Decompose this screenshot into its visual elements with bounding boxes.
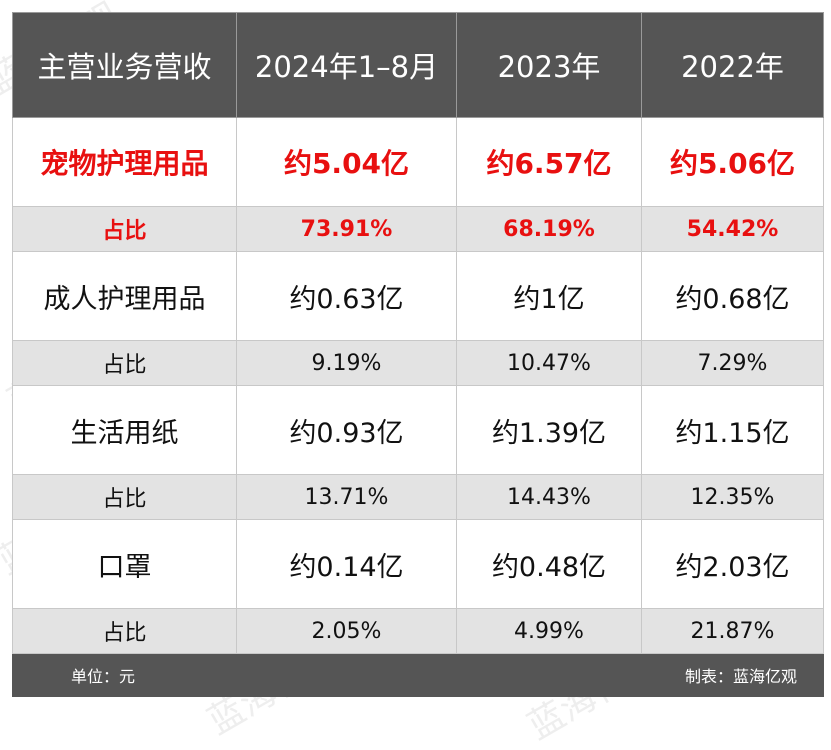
row-label: 生活用纸 <box>12 385 237 475</box>
row-label: 占比 <box>12 206 237 252</box>
table-row-tissue-paper: 生活用纸 约0.93亿 约1.39亿 约1.15亿 <box>12 385 824 475</box>
row-label: 占比 <box>12 474 237 520</box>
unit-note: 单位：元 <box>12 653 457 697</box>
source-note: 制表：蓝海亿观 <box>456 653 824 697</box>
table-row-adult-care-share: 占比 9.19% 10.47% 7.29% <box>12 340 824 386</box>
cell-2024: 约0.63亿 <box>236 251 457 341</box>
table-row-pet-care-share: 占比 73.91% 68.19% 54.42% <box>12 206 824 252</box>
cell-2022: 54.42% <box>641 206 824 252</box>
cell-2023: 68.19% <box>456 206 642 252</box>
table-row-masks-share: 占比 2.05% 4.99% 21.87% <box>12 608 824 654</box>
cell-2023: 4.99% <box>456 608 642 654</box>
cell-2023: 10.47% <box>456 340 642 386</box>
cell-2024: 9.19% <box>236 340 457 386</box>
cell-2024: 约5.04亿 <box>236 117 457 207</box>
header-cell-2022: 2022年 <box>641 12 824 118</box>
cell-2024: 约0.93亿 <box>236 385 457 475</box>
cell-2024: 2.05% <box>236 608 457 654</box>
cell-2022: 21.87% <box>641 608 824 654</box>
table-row-tissue-paper-share: 占比 13.71% 14.43% 12.35% <box>12 474 824 520</box>
revenue-table: 主营业务营收 2024年1–8月 2023年 2022年 宠物护理用品 约5.0… <box>12 12 824 697</box>
header-cell-2024: 2024年1–8月 <box>236 12 457 118</box>
cell-2023: 约6.57亿 <box>456 117 642 207</box>
cell-2022: 约0.68亿 <box>641 251 824 341</box>
cell-2022: 约1.15亿 <box>641 385 824 475</box>
cell-2023: 约1亿 <box>456 251 642 341</box>
table-header-row: 主营业务营收 2024年1–8月 2023年 2022年 <box>12 12 824 118</box>
cell-2022: 约2.03亿 <box>641 519 824 609</box>
table-row-pet-care: 宠物护理用品 约5.04亿 约6.57亿 约5.06亿 <box>12 117 824 207</box>
table-row-adult-care: 成人护理用品 约0.63亿 约1亿 约0.68亿 <box>12 251 824 341</box>
cell-2022: 约5.06亿 <box>641 117 824 207</box>
row-label: 占比 <box>12 608 237 654</box>
cell-2022: 7.29% <box>641 340 824 386</box>
cell-2023: 14.43% <box>456 474 642 520</box>
header-cell-2023: 2023年 <box>456 12 642 118</box>
table-footer-row: 单位：元 制表：蓝海亿观 <box>12 653 824 697</box>
row-label: 宠物护理用品 <box>12 117 237 207</box>
table-row-masks: 口罩 约0.14亿 约0.48亿 约2.03亿 <box>12 519 824 609</box>
cell-2024: 13.71% <box>236 474 457 520</box>
cell-2022: 12.35% <box>641 474 824 520</box>
row-label: 成人护理用品 <box>12 251 237 341</box>
revenue-table-container: 主营业务营收 2024年1–8月 2023年 2022年 宠物护理用品 约5.0… <box>12 12 824 697</box>
cell-2023: 约1.39亿 <box>456 385 642 475</box>
row-label: 占比 <box>12 340 237 386</box>
header-cell-category: 主营业务营收 <box>12 12 237 118</box>
cell-2024: 73.91% <box>236 206 457 252</box>
cell-2023: 约0.48亿 <box>456 519 642 609</box>
row-label: 口罩 <box>12 519 237 609</box>
cell-2024: 约0.14亿 <box>236 519 457 609</box>
